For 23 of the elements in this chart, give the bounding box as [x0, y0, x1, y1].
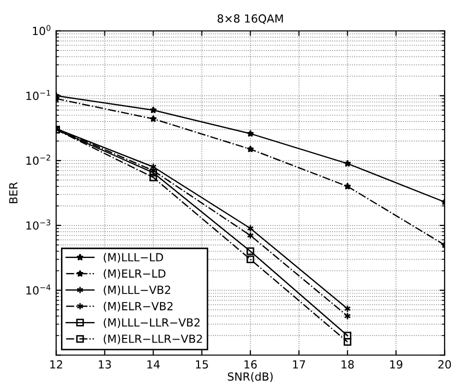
y-tick-label: 10$^{−4}$ [26, 284, 50, 295]
legend-label: (M)LLL−LD [104, 252, 164, 263]
x-tick-label: 18 [342, 360, 354, 369]
x-tick-label: 17 [293, 360, 306, 368]
x-tick-label: 16 [244, 360, 257, 369]
x-tick-label: 12 [50, 360, 62, 368]
x-tick-label: 19 [390, 360, 402, 369]
x-tick-label: 14 [147, 360, 160, 368]
y-axis-title: BER [9, 182, 18, 204]
legend-label: (M)ELR−LD [104, 269, 166, 280]
x-tick-label: 13 [98, 360, 111, 369]
y-tick-label: 10$^{−2}$ [26, 154, 50, 165]
legend-label: (M)LLL−VB2 [104, 285, 170, 296]
y-tick-label: 10$^{0}$ [32, 24, 50, 36]
legend-label: (M)ELR−VB2 [104, 302, 173, 312]
x-tick-label: 20 [438, 360, 451, 369]
legend-label: (M)ELR−LLR−VB2 [104, 334, 202, 344]
chart-title: 8×8 16QAM [218, 14, 283, 24]
y-tick-label: 10$^{−1}$ [26, 90, 50, 100]
legend-label: (M)LLL−LLR−VB2 [104, 318, 200, 328]
y-tick-label: 10$^{−3}$ [26, 220, 50, 230]
x-tick-label: 15 [196, 360, 208, 369]
x-axis-title: SNR(dB) [228, 372, 273, 382]
